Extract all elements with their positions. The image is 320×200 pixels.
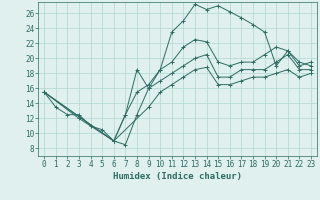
X-axis label: Humidex (Indice chaleur): Humidex (Indice chaleur) <box>113 172 242 181</box>
